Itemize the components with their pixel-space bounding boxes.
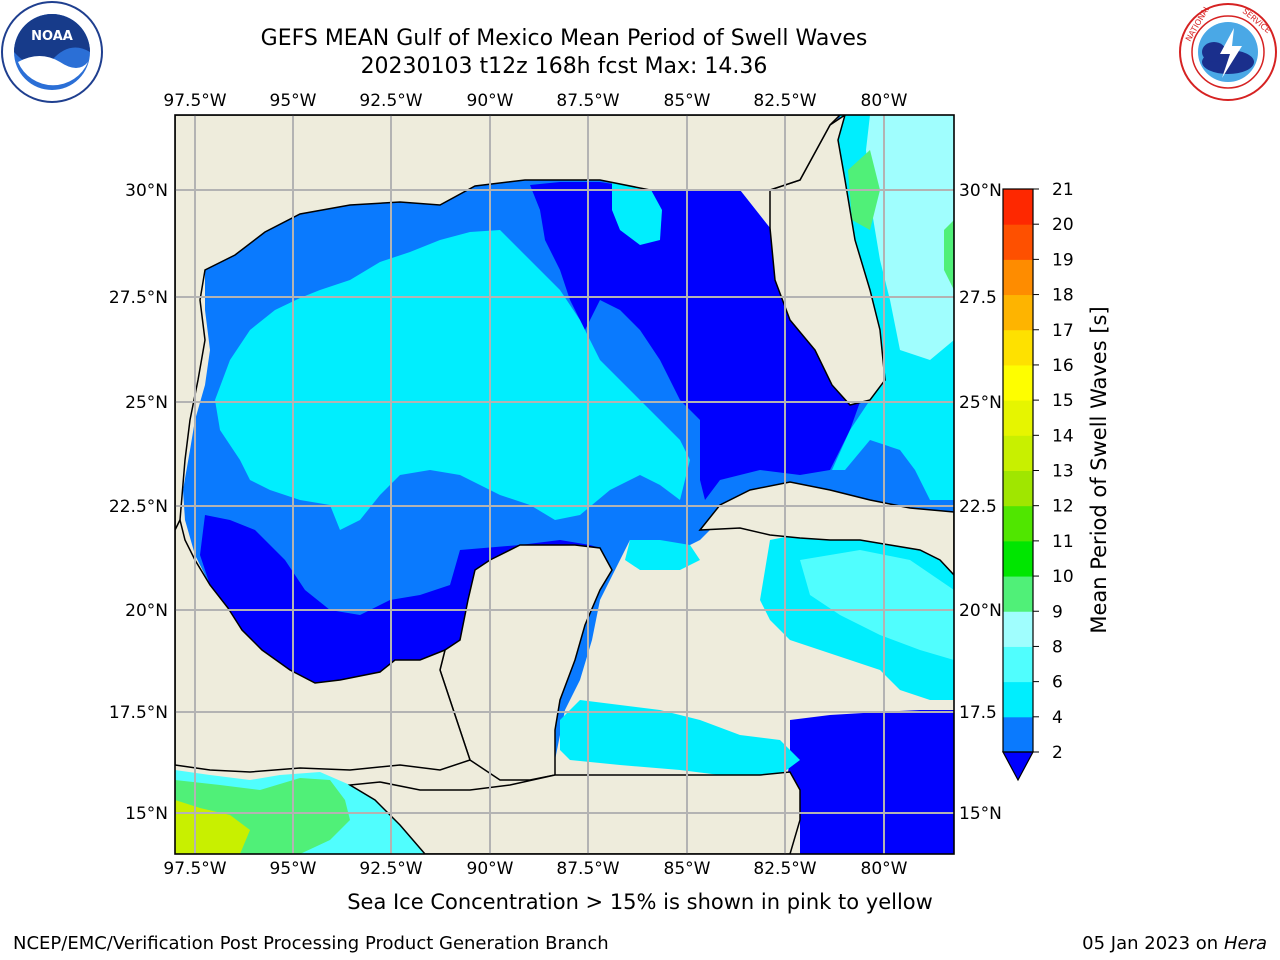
lon-tick: 85°W xyxy=(664,859,711,879)
colorbar-tick-label: 16 xyxy=(1052,356,1074,376)
map-title: GEFS MEAN Gulf of Mexico Mean Period of … xyxy=(260,26,868,51)
lat-ticks-right: 30°N 27.5 25°N 22.5 20°N 17.5 15°N xyxy=(959,181,1002,824)
colorbar: 2 4 6 8 9 10 11 12 13 14 15 16 17 18 19 20 21 xyxy=(1001,180,1074,782)
lon-tick: 95°W xyxy=(270,859,317,879)
colorbar-tick-label: 20 xyxy=(1052,215,1074,235)
colorbar-tick-label: 6 xyxy=(1052,673,1063,693)
colorbar-tick-label: 12 xyxy=(1052,497,1074,517)
colorbar-tick-label: 21 xyxy=(1052,180,1074,200)
lat-tick: 27.5°N xyxy=(109,288,168,308)
east-gulf-short-period xyxy=(530,182,860,500)
caribbean-west-cyan xyxy=(560,700,800,775)
lat-tick: 30°N xyxy=(959,181,1002,201)
lon-tick: 80°W xyxy=(861,859,908,879)
lat-tick: 17.5 xyxy=(959,703,997,723)
colorbar-segment xyxy=(1003,646,1033,683)
colorbar-tick-label: 18 xyxy=(1052,286,1074,306)
colorbar-segment xyxy=(1003,224,1033,260)
colorbar-tick-label: 8 xyxy=(1052,637,1063,657)
lat-tick: 25°N xyxy=(125,393,168,413)
svg-text:NOAA: NOAA xyxy=(31,29,73,44)
lon-tick: 97.5°W xyxy=(163,859,226,879)
lon-tick: 90°W xyxy=(467,859,514,879)
lon-tick: 92.5°W xyxy=(359,859,422,879)
lat-tick: 20°N xyxy=(959,601,1002,621)
colorbar-tick-label: 17 xyxy=(1052,321,1074,341)
colorbar-segment xyxy=(1003,470,1033,507)
footer-date-text: 05 Jan 2023 on xyxy=(1082,933,1224,954)
colorbar-tick-label: 14 xyxy=(1052,426,1074,446)
colorbar-tick-label: 15 xyxy=(1052,391,1074,411)
colorbar-segment xyxy=(1003,681,1033,718)
lon-tick: 87.5°W xyxy=(556,859,619,879)
lon-tick: 90°W xyxy=(467,91,514,111)
colorbar-segment xyxy=(1003,294,1033,331)
colorbar-label: Mean Period of Swell Waves [s] xyxy=(1087,306,1111,633)
lon-tick: 80°W xyxy=(861,91,908,111)
lon-tick: 97.5°W xyxy=(163,91,226,111)
footer-date: 05 Jan 2023 on Hera xyxy=(1082,933,1267,954)
lat-tick: 22.5 xyxy=(959,497,997,517)
lat-tick: 30°N xyxy=(125,181,168,201)
lon-ticks-top: 97.5°W 95°W 92.5°W 90°W 87.5°W 85°W 82.5… xyxy=(163,91,907,111)
colorbar-tick-label: 9 xyxy=(1052,602,1063,622)
lon-tick: 92.5°W xyxy=(359,91,422,111)
lat-tick: 20°N xyxy=(125,601,168,621)
nws-logo-icon: NATIONAL SERVICE xyxy=(1179,3,1277,101)
colorbar-segment xyxy=(1003,505,1033,542)
colorbar-segment xyxy=(1003,435,1033,471)
lat-ticks-left: 30°N 27.5°N 25°N 22.5°N 20°N 17.5°N 15°N xyxy=(109,181,168,824)
lat-tick: 15°N xyxy=(959,804,1002,824)
yucatan-channel-cyan xyxy=(625,540,700,570)
colorbar-segment xyxy=(1003,576,1033,612)
lat-tick: 15°N xyxy=(125,804,168,824)
colorbar-segment xyxy=(1003,189,1033,225)
lat-tick: 25°N xyxy=(959,393,1002,413)
central-gulf-longer-period xyxy=(215,230,690,530)
lon-tick: 85°W xyxy=(664,91,711,111)
caribbean-light-band xyxy=(800,550,954,660)
colorbar-segment xyxy=(1003,329,1033,366)
colorbar-tick-label: 11 xyxy=(1052,532,1074,552)
colorbar-segment xyxy=(1003,611,1033,647)
lat-tick: 27.5 xyxy=(959,288,997,308)
sea-ice-note: Sea Ice Concentration > 15% is shown in … xyxy=(347,890,933,914)
lat-tick: 22.5°N xyxy=(109,497,168,517)
lon-tick: 82.5°W xyxy=(753,859,816,879)
colorbar-segment xyxy=(1003,364,1033,401)
footer-credit: NCEP/EMC/Verification Post Processing Pr… xyxy=(13,933,609,954)
mexico-mainland xyxy=(175,517,471,773)
colorbar-tick-label: 10 xyxy=(1052,567,1074,587)
atlantic-9s-band-east xyxy=(944,220,954,290)
colorbar-segment xyxy=(1003,259,1033,296)
colorbar-tick-label: 2 xyxy=(1052,743,1063,763)
graticule xyxy=(175,115,954,854)
colorbar-segment xyxy=(1003,716,1033,753)
lat-tick: 17.5°N xyxy=(109,703,168,723)
colorbar-segment xyxy=(1003,400,1033,436)
lon-tick: 87.5°W xyxy=(556,91,619,111)
noaa-logo-icon: NOAA xyxy=(1,1,103,103)
florida-peninsula xyxy=(769,115,886,406)
colorbar-tick-label: 4 xyxy=(1052,708,1063,728)
map-subtitle: 20230103 t12z 168h fcst Max: 14.36 xyxy=(360,54,768,79)
colorbar-under-arrow xyxy=(1001,751,1035,782)
caribbean-south-short xyxy=(785,710,954,854)
atlantic-8s-band xyxy=(866,115,954,360)
colorbar-tick-label: 13 xyxy=(1052,462,1074,482)
colorbar-tick-label: 19 xyxy=(1052,250,1074,270)
lon-tick: 95°W xyxy=(270,91,317,111)
northeast-gulf-longer-period xyxy=(612,182,662,245)
map-frame xyxy=(174,114,955,855)
colorbar-segment xyxy=(1003,540,1033,577)
lon-tick: 82.5°W xyxy=(753,91,816,111)
footer-machine: Hera xyxy=(1223,933,1267,954)
lon-ticks-bottom: 97.5°W 95°W 92.5°W 90°W 87.5°W 85°W 82.5… xyxy=(163,859,907,879)
